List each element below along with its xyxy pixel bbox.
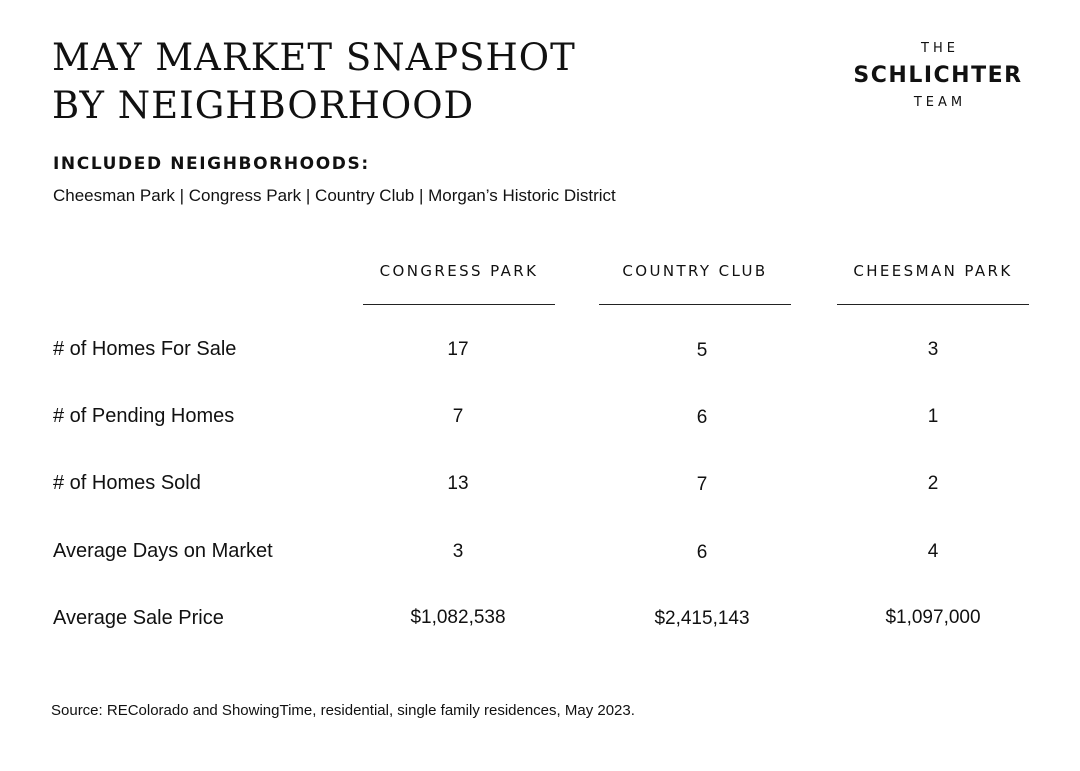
logo-name: SCHLICHTER bbox=[853, 63, 1023, 88]
row-label-average-sale-price: Average Sale Price bbox=[53, 607, 224, 629]
table-cell: 6 bbox=[696, 407, 708, 428]
table-cell: $2,415,143 bbox=[654, 608, 750, 629]
table-cell: 13 bbox=[447, 473, 469, 494]
table-cell: 17 bbox=[447, 339, 469, 360]
included-neighborhoods-list: Cheesman Park | Congress Park | Country … bbox=[53, 186, 616, 205]
column-header-congress-park: CONGRESS PARK bbox=[379, 262, 539, 280]
table-cell: 3 bbox=[927, 339, 939, 360]
source-note: Source: REColorado and ShowingTime, resi… bbox=[51, 702, 635, 719]
table-cell: $1,082,538 bbox=[410, 607, 506, 628]
column-header-cheesman-park: CHEESMAN PARK bbox=[853, 262, 1013, 280]
table-cell: 5 bbox=[696, 340, 708, 361]
row-label-homes-for-sale: # of Homes For Sale bbox=[53, 338, 237, 360]
table-cell: 1 bbox=[927, 406, 939, 427]
title-line-1: MAY MARKET SNAPSHOT bbox=[52, 36, 576, 79]
column-header-country-club: COUNTRY CLUB bbox=[622, 262, 768, 280]
page-title: MAY MARKET SNAPSHOT BY NEIGHBORHOOD bbox=[52, 34, 576, 130]
included-neighborhoods-heading: INCLUDED NEIGHBORHOODS: bbox=[53, 154, 370, 174]
table-cell: 7 bbox=[696, 474, 708, 495]
column-divider bbox=[363, 304, 555, 305]
table-cell: $1,097,000 bbox=[885, 607, 981, 628]
row-label-pending-homes: # of Pending Homes bbox=[53, 405, 235, 427]
logo-the: THE bbox=[921, 41, 959, 56]
table-cell: 6 bbox=[696, 542, 708, 563]
column-divider bbox=[837, 304, 1029, 305]
table-cell: 2 bbox=[927, 473, 939, 494]
row-label-average-days-on-market: Average Days on Market bbox=[53, 540, 273, 562]
logo-team: TEAM bbox=[913, 95, 967, 110]
table-cell: 4 bbox=[927, 541, 939, 562]
title-line-2: BY NEIGHBORHOOD bbox=[52, 84, 475, 127]
team-logo: THE SCHLICHTER TEAM bbox=[838, 40, 1038, 112]
table-cell: 7 bbox=[452, 406, 464, 427]
row-label-homes-sold: # of Homes Sold bbox=[53, 472, 201, 494]
column-divider bbox=[599, 304, 791, 305]
table-cell: 3 bbox=[452, 541, 464, 562]
